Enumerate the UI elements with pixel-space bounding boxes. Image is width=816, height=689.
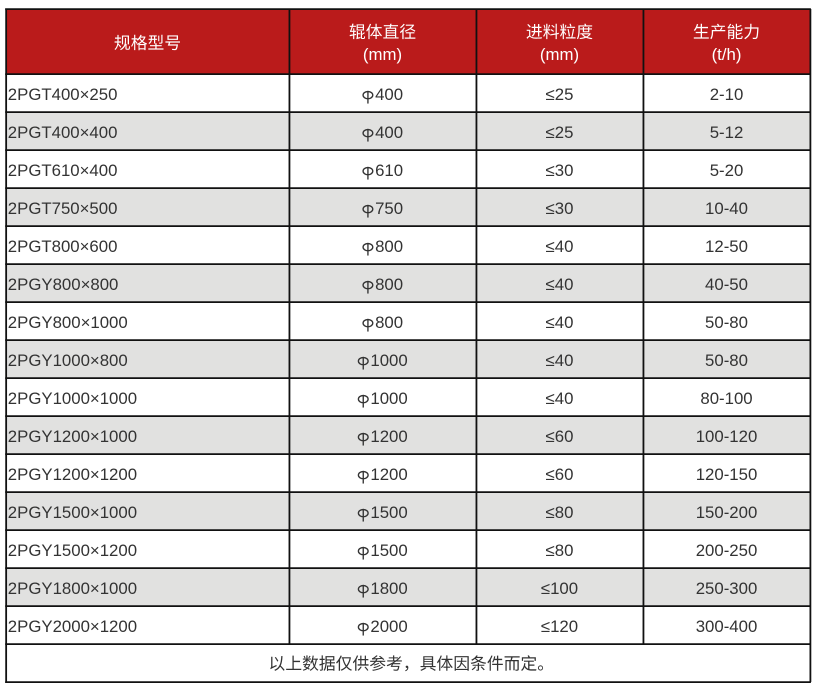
svg-text:2000: 2000 bbox=[370, 617, 407, 636]
svg-text:50-80: 50-80 bbox=[705, 313, 748, 332]
svg-text:≤25: ≤25 bbox=[546, 85, 574, 104]
svg-text:300-400: 300-400 bbox=[696, 617, 758, 636]
svg-text:≤80: ≤80 bbox=[546, 541, 574, 560]
svg-text:2PGY1500×1200: 2PGY1500×1200 bbox=[8, 541, 137, 560]
svg-text:2PGT400×250: 2PGT400×250 bbox=[8, 85, 118, 104]
svg-text:≤100: ≤100 bbox=[541, 579, 578, 598]
svg-text:150-200: 150-200 bbox=[696, 503, 758, 522]
svg-text:1500: 1500 bbox=[370, 541, 407, 560]
svg-text:1200: 1200 bbox=[370, 427, 407, 446]
svg-text:1000: 1000 bbox=[370, 389, 407, 408]
svg-text:50-80: 50-80 bbox=[705, 351, 748, 370]
svg-text:≤40: ≤40 bbox=[546, 389, 574, 408]
svg-text:2-10: 2-10 bbox=[710, 85, 744, 104]
svg-text:2PGY800×1000: 2PGY800×1000 bbox=[8, 313, 128, 332]
svg-text:200-250: 200-250 bbox=[696, 541, 758, 560]
svg-text:2PGT800×600: 2PGT800×600 bbox=[8, 237, 118, 256]
svg-text:2PGY1000×1000: 2PGY1000×1000 bbox=[8, 389, 137, 408]
svg-text:2PGT400×400: 2PGT400×400 bbox=[8, 123, 118, 142]
svg-text:2PGY2000×1200: 2PGY2000×1200 bbox=[8, 617, 137, 636]
svg-text:400: 400 bbox=[375, 85, 403, 104]
svg-text:800: 800 bbox=[375, 275, 403, 294]
svg-text:2PGY1200×1200: 2PGY1200×1200 bbox=[8, 465, 137, 484]
svg-text:2PGY1800×1000: 2PGY1800×1000 bbox=[8, 579, 137, 598]
svg-text:800: 800 bbox=[375, 237, 403, 256]
svg-text:≤30: ≤30 bbox=[546, 161, 574, 180]
svg-text:2PGY800×800: 2PGY800×800 bbox=[8, 275, 119, 294]
svg-text:610: 610 bbox=[375, 161, 403, 180]
svg-text:1000: 1000 bbox=[370, 351, 407, 370]
svg-text:10-40: 10-40 bbox=[705, 199, 748, 218]
svg-text:5-12: 5-12 bbox=[710, 123, 744, 142]
svg-text:2PGT750×500: 2PGT750×500 bbox=[8, 199, 118, 218]
svg-text:1200: 1200 bbox=[370, 465, 407, 484]
svg-text:≤25: ≤25 bbox=[546, 123, 574, 142]
svg-text:40-50: 40-50 bbox=[705, 275, 748, 294]
svg-text:2PGY1200×1000: 2PGY1200×1000 bbox=[8, 427, 137, 446]
svg-text:≤60: ≤60 bbox=[546, 465, 574, 484]
svg-text:≤120: ≤120 bbox=[541, 617, 578, 636]
svg-text:≤40: ≤40 bbox=[546, 313, 574, 332]
svg-text:≤60: ≤60 bbox=[546, 427, 574, 446]
svg-text:5-20: 5-20 bbox=[710, 161, 744, 180]
svg-text:≤40: ≤40 bbox=[546, 237, 574, 256]
svg-text:≤40: ≤40 bbox=[546, 351, 574, 370]
svg-text:120-150: 120-150 bbox=[696, 465, 758, 484]
svg-text:250-300: 250-300 bbox=[696, 579, 758, 598]
svg-text:2PGY1000×800: 2PGY1000×800 bbox=[8, 351, 128, 370]
svg-text:(mm): (mm) bbox=[363, 45, 402, 64]
svg-text:1800: 1800 bbox=[370, 579, 407, 598]
svg-text:750: 750 bbox=[375, 199, 403, 218]
svg-text:100-120: 100-120 bbox=[696, 427, 758, 446]
svg-text:≤30: ≤30 bbox=[546, 199, 574, 218]
svg-text:12-50: 12-50 bbox=[705, 237, 748, 256]
svg-text:≤40: ≤40 bbox=[546, 275, 574, 294]
svg-text:(mm): (mm) bbox=[540, 45, 579, 64]
svg-text:800: 800 bbox=[375, 313, 403, 332]
svg-text:400: 400 bbox=[375, 123, 403, 142]
svg-text:80-100: 80-100 bbox=[700, 389, 752, 408]
svg-text:1500: 1500 bbox=[370, 503, 407, 522]
svg-text:2PGT610×400: 2PGT610×400 bbox=[8, 161, 118, 180]
svg-text:2PGY1500×1000: 2PGY1500×1000 bbox=[8, 503, 137, 522]
svg-text:≤80: ≤80 bbox=[546, 503, 574, 522]
svg-text:(t/h): (t/h) bbox=[712, 45, 742, 64]
